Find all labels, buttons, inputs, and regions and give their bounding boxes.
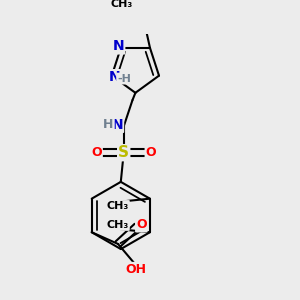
Text: N: N: [112, 118, 123, 132]
Text: O: O: [91, 146, 102, 159]
Text: O: O: [146, 146, 156, 159]
Text: -H: -H: [117, 74, 131, 84]
Text: CH₃: CH₃: [106, 201, 129, 211]
Text: CH₃: CH₃: [106, 220, 129, 230]
Text: N: N: [113, 40, 124, 53]
Text: N: N: [109, 70, 121, 84]
Text: OH: OH: [125, 263, 146, 276]
Text: CH₃: CH₃: [110, 0, 133, 9]
Text: H: H: [103, 118, 114, 131]
Text: S: S: [118, 145, 129, 160]
Text: O: O: [136, 218, 147, 231]
